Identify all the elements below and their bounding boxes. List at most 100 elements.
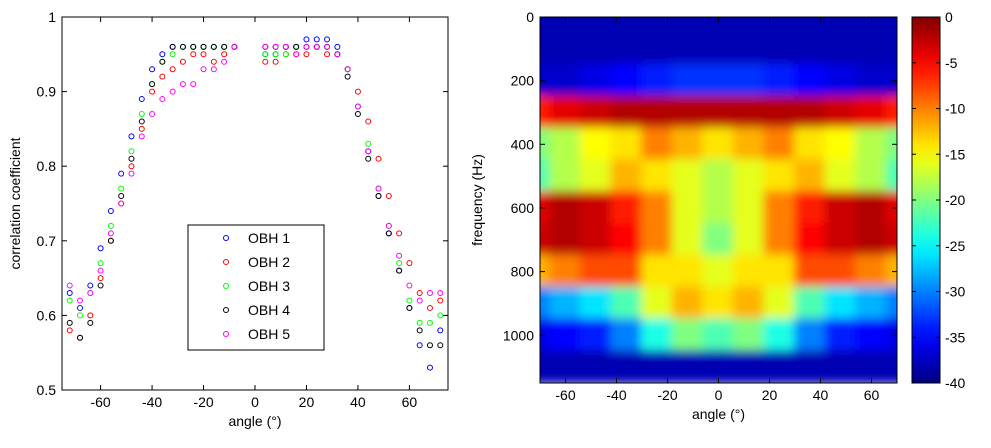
heatmap-cell	[702, 286, 735, 321]
heatmap-cell	[732, 63, 766, 98]
x-tick-label: 0	[715, 387, 723, 403]
heatmap-cell	[610, 286, 643, 321]
x-tick-label: 20	[299, 394, 315, 410]
data-point	[138, 110, 145, 117]
heatmap-cell	[855, 191, 888, 225]
data-point	[365, 140, 372, 147]
heatmap-cell	[579, 127, 613, 162]
data-point	[210, 58, 217, 65]
heatmap-cell	[732, 159, 766, 194]
data-point	[159, 96, 166, 103]
data-point	[416, 319, 423, 326]
heatmap-cell	[732, 318, 766, 353]
heatmap-cell	[549, 254, 582, 289]
data-point	[324, 51, 331, 58]
heatmap-cell	[763, 191, 796, 225]
data-point	[416, 297, 423, 304]
heatmap-cell	[885, 17, 897, 34]
heatmap-cell	[540, 222, 552, 257]
heatmap-cell	[824, 95, 858, 130]
heatmap-cell	[540, 127, 552, 162]
heatmap-cell	[671, 191, 705, 225]
heatmap-cell	[540, 63, 552, 98]
data-point	[77, 312, 84, 319]
y-tick-label: 400	[511, 136, 535, 152]
plot-area	[540, 17, 897, 383]
data-point	[169, 66, 176, 73]
heatmap-cell	[579, 31, 613, 66]
heatmap-cell	[885, 159, 897, 194]
heatmap-cell	[885, 286, 897, 321]
data-point	[169, 88, 176, 95]
heatmap-cell	[885, 63, 897, 98]
heatmap-cell	[671, 127, 705, 162]
heatmap-cell	[702, 191, 735, 225]
data-point	[272, 51, 279, 58]
heatmap-cell	[763, 222, 796, 257]
data-point	[416, 327, 423, 334]
y-tick-label: 600	[511, 200, 535, 216]
data-point	[118, 185, 125, 192]
heatmap-cell	[732, 31, 766, 66]
data-point	[87, 319, 94, 326]
heatmap-cell	[824, 286, 858, 321]
data-point	[334, 51, 341, 58]
legend-label: OBH 4	[248, 302, 290, 318]
heatmap-cell	[671, 286, 705, 321]
data-point	[107, 237, 114, 244]
heatmap-cell	[579, 318, 613, 353]
heatmap-cell	[763, 254, 796, 289]
data-point	[87, 312, 94, 319]
heatmap-cell	[702, 63, 735, 98]
data-point	[107, 230, 114, 237]
heatmap-cell	[732, 286, 766, 321]
data-point	[200, 51, 207, 58]
y-tick-label: 0.8	[37, 158, 57, 174]
data-point	[272, 43, 279, 50]
heatmap-cell	[579, 191, 613, 225]
heatmap-cell	[885, 254, 897, 289]
heatmap-cell	[885, 191, 897, 225]
heatmap-cell	[671, 17, 705, 34]
heatmap-cell	[549, 63, 582, 98]
heatmap-cell	[732, 127, 766, 162]
data-point	[200, 66, 207, 73]
y-tick-label: 1	[48, 9, 56, 25]
heatmap-cell	[540, 350, 552, 383]
data-point	[128, 148, 135, 155]
data-point	[118, 193, 125, 200]
heatmap-cell	[579, 286, 613, 321]
heatmap-cell	[641, 350, 674, 383]
heatmap-cell	[610, 17, 643, 34]
data-point	[437, 290, 444, 297]
data-point	[324, 43, 331, 50]
heatmap-cell	[702, 95, 735, 130]
heatmap-cell	[732, 191, 766, 225]
heatmap-cell	[610, 95, 643, 130]
data-point	[396, 267, 403, 274]
heatmap-cell	[885, 318, 897, 353]
heatmap-cell	[763, 127, 796, 162]
legend-marker	[223, 235, 229, 241]
heatmap-cell	[855, 127, 888, 162]
data-point	[210, 43, 217, 50]
heatmap-cell	[885, 222, 897, 257]
heatmap-cell	[671, 254, 705, 289]
x-tick-label: -40	[606, 387, 626, 403]
heatmap-cell	[885, 95, 897, 130]
data-point	[354, 103, 361, 110]
heatmap-cell	[824, 127, 858, 162]
heatmap-cell	[732, 350, 766, 383]
heatmap-cell	[794, 31, 827, 66]
heatmap-cell	[824, 191, 858, 225]
data-point	[128, 133, 135, 140]
data-point	[396, 230, 403, 237]
heatmap-cell	[671, 31, 705, 66]
heatmap-cell	[794, 254, 827, 289]
data-point	[118, 170, 125, 177]
legend-marker	[223, 283, 229, 289]
heatmap-cell	[579, 95, 613, 130]
data-point	[107, 222, 114, 229]
data-point	[344, 66, 351, 73]
x-tick-label: 60	[402, 394, 418, 410]
